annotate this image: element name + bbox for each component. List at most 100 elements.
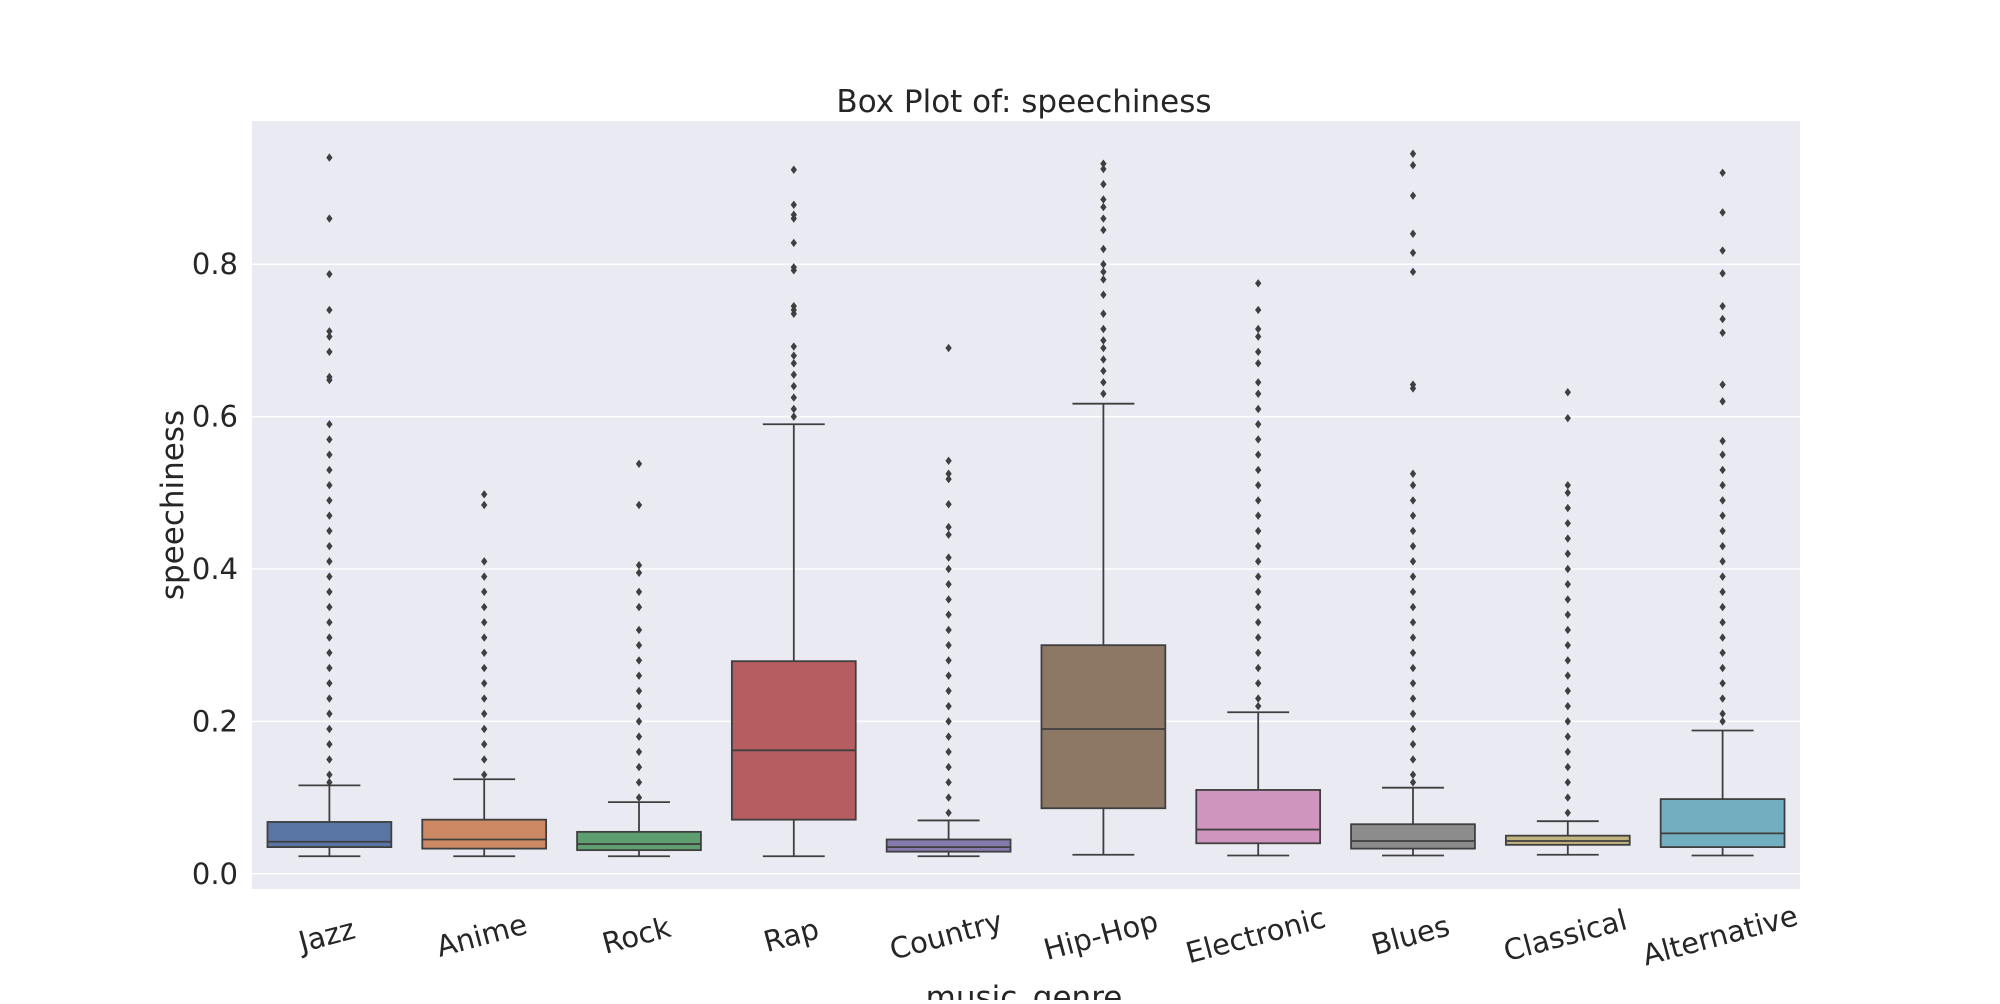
outlier-point — [1719, 587, 1726, 597]
outlier-point — [1719, 541, 1726, 551]
outlier-point — [1719, 450, 1726, 459]
outlier-point — [1564, 808, 1571, 818]
outlier-point — [635, 459, 643, 469]
outlier-point — [1255, 279, 1262, 288]
outlier-point — [326, 679, 333, 688]
outlier-point — [1719, 380, 1726, 389]
plot-background — [252, 121, 1800, 889]
outlier-point — [635, 500, 643, 510]
outlier-point — [326, 572, 333, 581]
outlier-point — [1409, 511, 1417, 520]
x-tick-label: Rock — [599, 910, 675, 961]
x-tick-label: Electronic — [1182, 900, 1329, 970]
outlier-point — [1100, 355, 1107, 364]
box-blues — [1350, 149, 1476, 857]
outlier-point — [1564, 625, 1571, 635]
box-classical — [1504, 388, 1631, 856]
outlier-point — [1409, 724, 1417, 734]
outlier-point — [945, 656, 952, 665]
outlier-point — [1564, 717, 1571, 726]
outlier-point — [1255, 511, 1262, 520]
outlier-point — [635, 762, 643, 772]
outlier-point — [481, 572, 488, 581]
outlier-point — [945, 686, 952, 696]
outlier-point — [790, 266, 797, 275]
outlier-point — [1719, 572, 1726, 581]
outlier-point — [1409, 384, 1417, 393]
outlier-point — [1409, 694, 1417, 703]
outlier-point — [790, 359, 797, 368]
outlier-point — [481, 602, 488, 612]
outlier-point — [945, 778, 952, 787]
outlier-point — [1719, 663, 1726, 673]
outlier-point — [790, 200, 797, 210]
outlier-point — [1719, 397, 1726, 406]
outlier-point — [635, 587, 643, 597]
outlier-point — [635, 560, 643, 570]
x-tick-label: Country — [886, 904, 1006, 967]
outlier-point — [326, 633, 333, 642]
outlier-point — [1564, 595, 1571, 604]
outlier-point — [1255, 305, 1262, 315]
outlier-point — [326, 375, 333, 385]
box-country — [885, 343, 1012, 858]
outlier-point — [1255, 694, 1262, 703]
x-tick-label: Classical — [1500, 903, 1631, 968]
outlier-point — [1409, 572, 1417, 581]
outlier-point — [1719, 314, 1726, 324]
outlier-point — [1409, 633, 1417, 642]
box-alternative — [1659, 168, 1786, 857]
outlier-point — [1409, 648, 1417, 658]
outlier-point — [1255, 480, 1262, 490]
outlier-point — [790, 393, 797, 402]
outlier-point — [1100, 214, 1107, 223]
outlier-point — [1409, 160, 1417, 170]
outlier-point — [945, 553, 952, 562]
outlier-point — [1719, 168, 1726, 178]
outlier-point — [1409, 740, 1417, 749]
iqr-box — [421, 818, 548, 850]
outlier-point — [945, 747, 952, 757]
outlier-point — [1564, 610, 1571, 619]
outlier-point — [1100, 290, 1107, 299]
outlier-point — [1255, 526, 1262, 536]
outlier-point — [326, 450, 333, 459]
outlier-point — [1255, 572, 1262, 581]
box-rap — [730, 165, 857, 858]
outlier-point — [1719, 496, 1726, 505]
outlier-point — [1409, 149, 1417, 158]
outlier-point — [1564, 580, 1571, 589]
outlier-point — [635, 656, 643, 665]
outlier-point — [1564, 747, 1571, 757]
outlier-point — [1719, 480, 1726, 490]
outlier-point — [1100, 324, 1107, 334]
outlier-point — [326, 511, 333, 520]
iqr-box — [1659, 798, 1786, 848]
x-axis-label: music_genre — [926, 980, 1123, 1000]
outlier-point — [1255, 679, 1262, 688]
box-jazz — [266, 153, 393, 858]
outlier-point — [1719, 709, 1726, 718]
outlier-point — [1719, 436, 1726, 446]
outlier-point — [1564, 778, 1571, 787]
outlier-point — [790, 238, 797, 248]
outlier-point — [1255, 378, 1262, 387]
outlier-point — [1719, 557, 1726, 566]
outlier-point — [1255, 347, 1262, 357]
outlier-point — [1409, 191, 1417, 200]
outlier-point — [945, 595, 952, 604]
outlier-point — [1564, 564, 1571, 574]
outlier-point — [481, 663, 488, 673]
x-tick-label: Anime — [433, 907, 531, 964]
outlier-point — [1255, 450, 1262, 459]
outlier-point — [481, 709, 488, 718]
outlier-point — [481, 557, 488, 566]
outlier-point — [1100, 389, 1107, 398]
outlier-point — [1564, 793, 1571, 802]
iqr-box — [1195, 789, 1322, 845]
outlier-point — [1409, 755, 1417, 764]
box-electronic — [1195, 279, 1322, 857]
iqr-box — [1350, 823, 1476, 850]
outlier-point — [1719, 301, 1726, 311]
